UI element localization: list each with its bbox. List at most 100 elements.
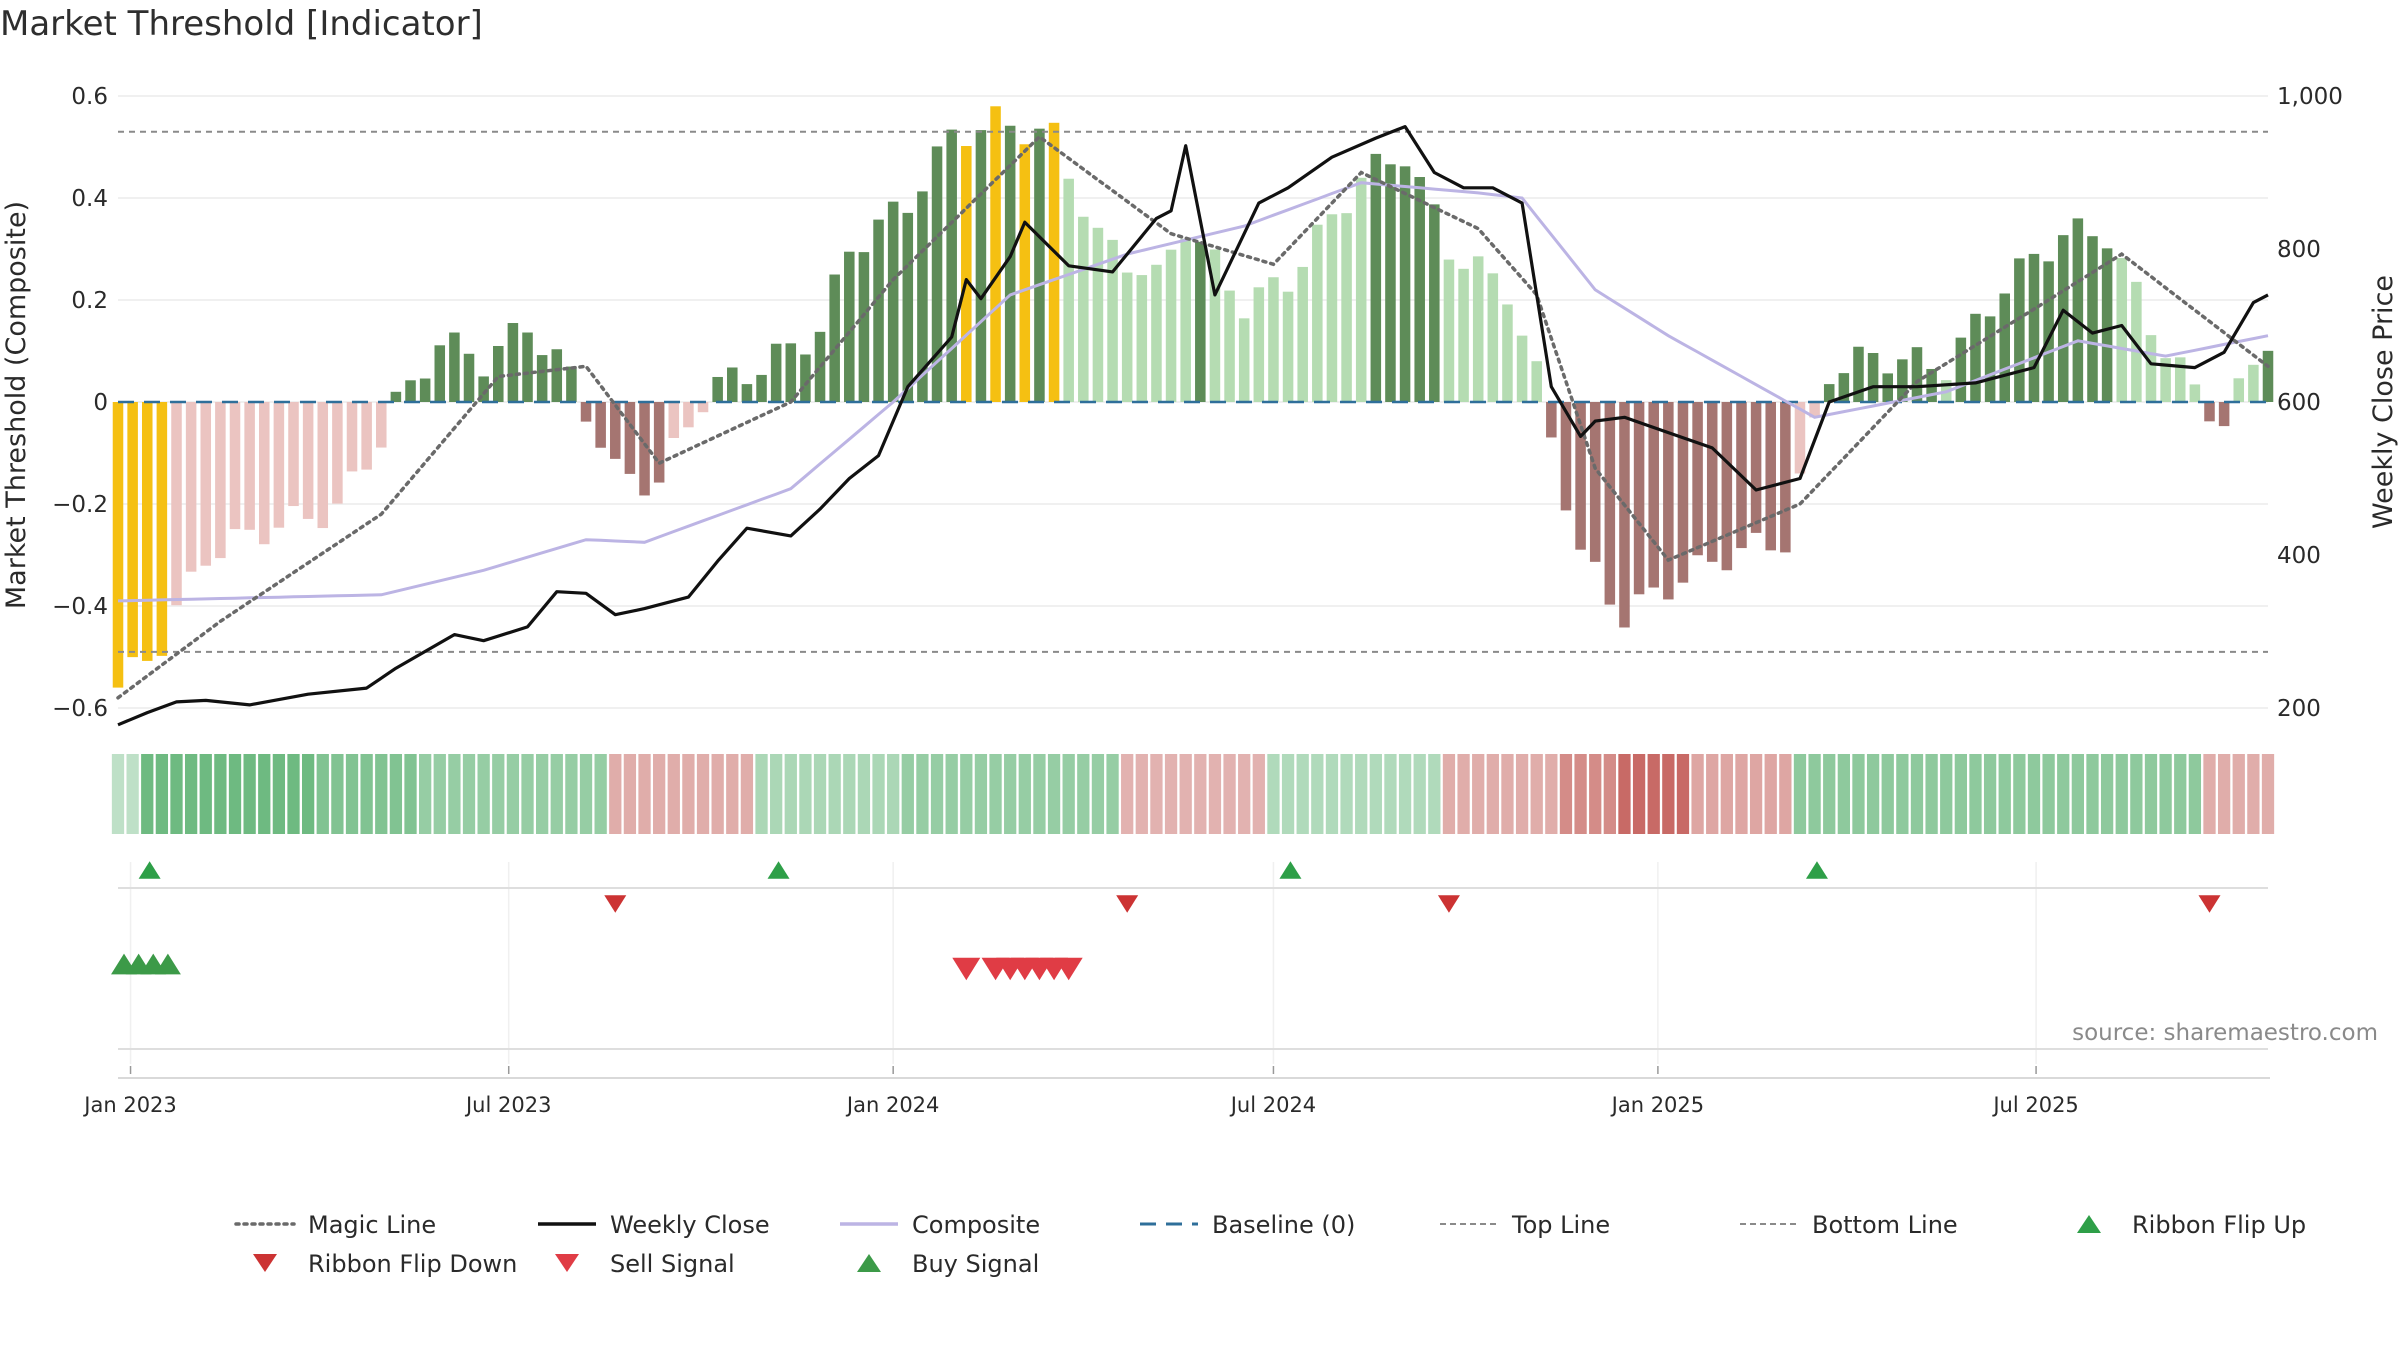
composite-bar <box>1970 313 1981 402</box>
ribbon-cell <box>945 754 958 834</box>
legend-swatch <box>2077 1215 2101 1233</box>
sell-signal-marker <box>952 957 981 981</box>
ribbon-cell <box>1589 754 1602 834</box>
y-axis-label-left: Market Threshold (Composite) <box>1 201 32 609</box>
ribbon-flip-up-marker <box>1279 861 1302 879</box>
ribbon-cell <box>111 754 125 834</box>
ribbon-cell <box>901 754 914 834</box>
ribbon-cell <box>1779 754 1792 834</box>
chart-title: Market Threshold [Indicator] <box>0 4 483 44</box>
ribbon-cell <box>1749 754 1763 834</box>
composite-bar <box>1136 275 1148 402</box>
composite-bar <box>493 345 504 402</box>
y-tick-label-right: 800 <box>2277 237 2321 263</box>
composite-bar <box>2248 364 2259 402</box>
composite-bar <box>873 219 884 402</box>
legend-label: Ribbon Flip Up <box>2132 1211 2306 1239</box>
ribbon-cell <box>1442 754 1456 834</box>
composite-bar <box>1575 402 1586 550</box>
ribbon-cell <box>1135 754 1148 834</box>
composite-bar <box>551 349 563 402</box>
ribbon-cell <box>1486 754 1499 834</box>
composite-bar <box>2262 350 2274 402</box>
composite-bar <box>1633 402 1645 595</box>
composite-bar <box>2174 357 2186 402</box>
composite-bar <box>258 402 270 545</box>
ribbon-cell <box>2144 754 2158 834</box>
ribbon-flip-up-marker <box>1805 861 1828 879</box>
composite-bar <box>917 191 928 402</box>
ribbon-cell <box>1793 754 1807 834</box>
ribbon-cell <box>1691 754 1704 834</box>
composite-bar <box>580 402 592 422</box>
composite-bar <box>1838 373 1850 402</box>
composite-bar <box>2057 235 2069 402</box>
y-tick-label-right: 200 <box>2277 696 2321 722</box>
ribbon-cell <box>2203 754 2216 834</box>
composite-bar <box>756 374 767 402</box>
ribbon-cell <box>1369 754 1382 834</box>
ribbon-cell <box>477 754 490 834</box>
ribbon-cell <box>2130 754 2143 834</box>
ribbon-cell <box>2247 754 2260 834</box>
composite-bar <box>1414 177 1425 402</box>
composite-bar <box>1531 361 1542 402</box>
ribbon-cell <box>638 754 651 834</box>
x-tick-label: Jul 2025 <box>1991 1093 2078 1117</box>
composite-bar <box>507 323 519 402</box>
composite-bar <box>522 332 533 402</box>
ribbon-cell <box>1194 754 1207 834</box>
composite-bar <box>1677 402 1689 583</box>
ribbon-cell <box>389 754 403 834</box>
composite-bar <box>171 402 182 606</box>
composite-bar <box>1326 214 1338 402</box>
composite-bar <box>1458 268 1469 402</box>
legend-item: Baseline (0) <box>1140 1211 1355 1239</box>
ribbon-cell <box>2188 754 2202 834</box>
ribbon-flip-down-marker <box>2198 895 2221 913</box>
composite-bar <box>1794 402 1806 474</box>
legend-item: Bottom Line <box>1740 1211 1958 1239</box>
axes: 0.6 0.4 0.2 0 −0.2 −0.4 −0.6 1,000 800 600 400 200 J… <box>52 84 2343 1117</box>
composite-bar <box>785 343 797 402</box>
ribbon-cell <box>799 754 812 834</box>
ribbon-cell <box>287 754 300 834</box>
ribbon-cell <box>755 754 768 834</box>
composite-bar <box>1312 224 1323 402</box>
composite-bar <box>1999 293 2010 402</box>
legend-label: Magic Line <box>308 1211 436 1239</box>
composite-bar <box>653 402 665 483</box>
composite-bar <box>1911 347 1923 402</box>
ribbon-cell <box>419 754 432 834</box>
composite-bar <box>1750 402 1762 533</box>
composite-bar <box>1589 402 1601 562</box>
composite-bar <box>1180 238 1191 402</box>
composite-bar <box>2218 402 2230 427</box>
composite-bar <box>1853 346 1864 402</box>
ribbon-cell <box>2027 754 2041 834</box>
composite-bar <box>1341 213 1352 402</box>
ribbon-cell <box>126 754 139 834</box>
composite-bar <box>887 201 899 402</box>
ribbon-cell <box>579 754 593 834</box>
legend-item: Sell Signal <box>555 1250 735 1278</box>
ribbon-cell <box>1837 754 1850 834</box>
composite-bar <box>1706 402 1718 562</box>
ribbon-cell <box>433 754 446 834</box>
ribbon-cell <box>2232 754 2245 834</box>
legend-swatch <box>857 1254 881 1272</box>
composite-bar <box>1078 216 1089 402</box>
ribbon-cell <box>2217 754 2231 834</box>
ribbon-cell <box>1311 754 1324 834</box>
legend-item: Ribbon Flip Down <box>253 1250 517 1278</box>
ribbon-cell <box>813 754 827 834</box>
ribbon-cell <box>843 754 856 834</box>
composite-bar <box>639 402 650 496</box>
ribbon-cell <box>653 754 666 834</box>
ribbon-cell <box>2086 754 2099 834</box>
composite-bar <box>1165 249 1177 402</box>
ribbon-cell <box>184 754 198 834</box>
ribbon-cell <box>492 754 505 834</box>
ribbon-cell <box>243 754 256 834</box>
composite-bar <box>800 354 811 402</box>
